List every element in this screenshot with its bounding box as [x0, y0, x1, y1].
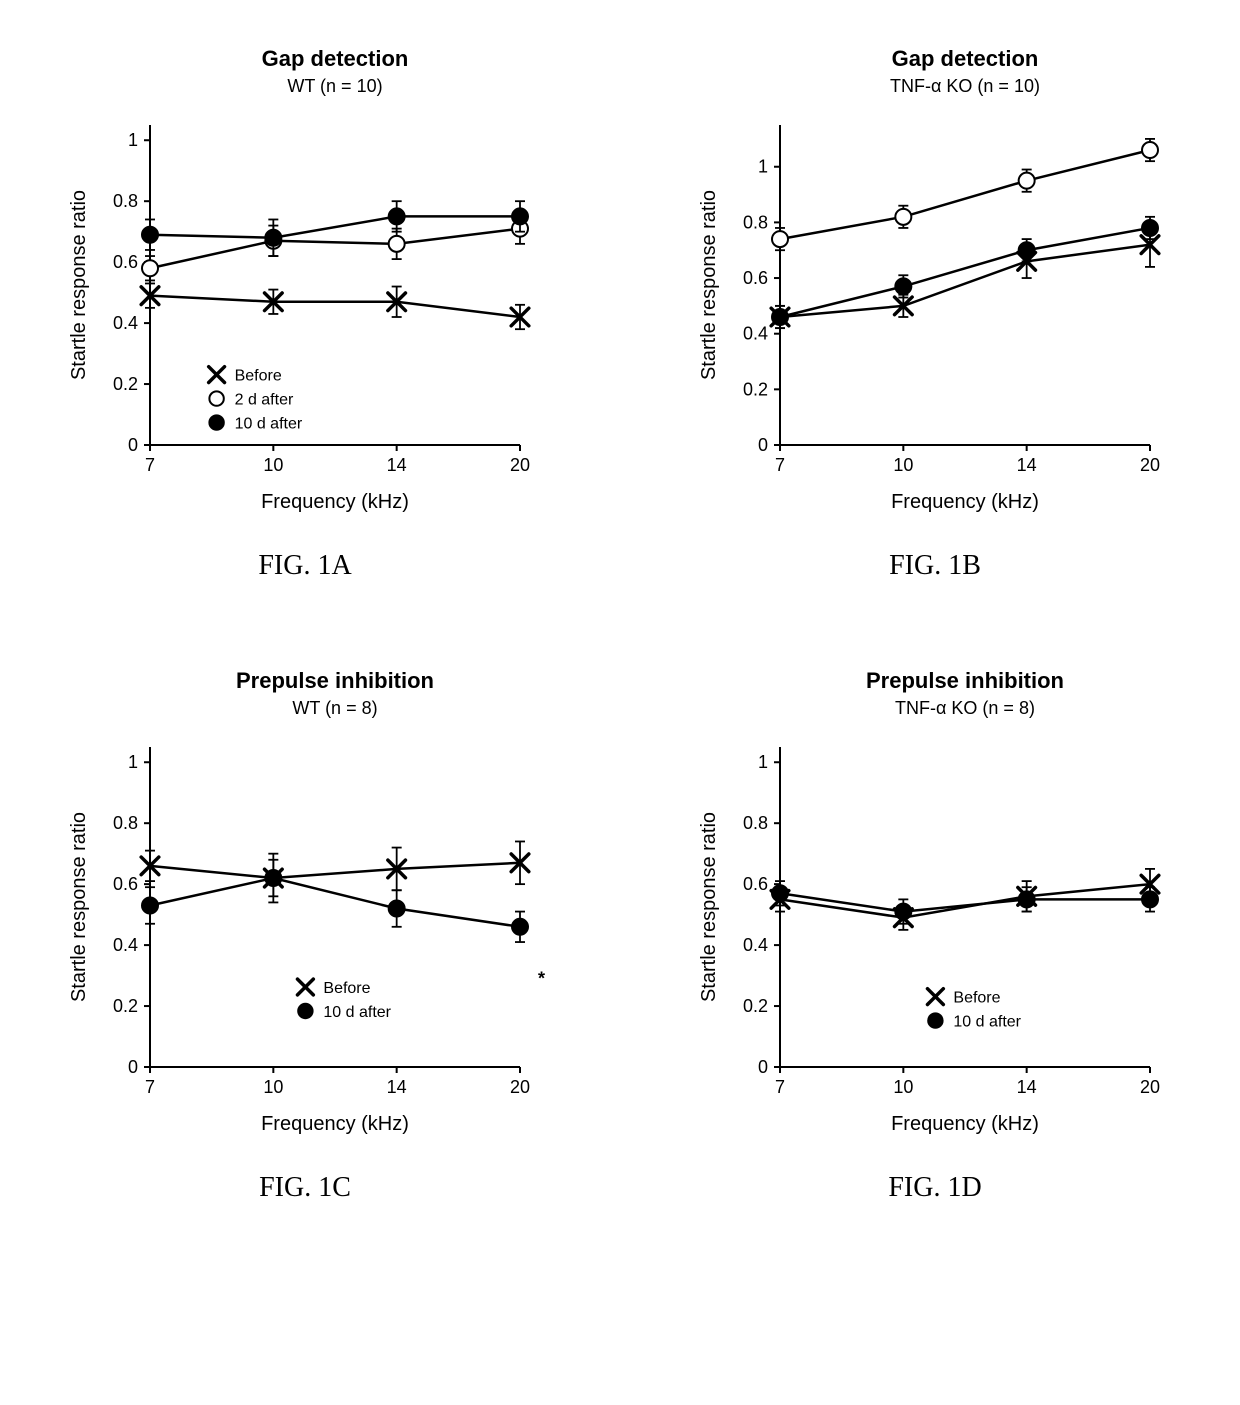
- svg-text:0.2: 0.2: [743, 379, 768, 399]
- svg-text:10 d after: 10 d after: [235, 416, 303, 433]
- svg-text:1: 1: [128, 130, 138, 150]
- svg-text:Startle response ratio: Startle response ratio: [68, 812, 90, 1002]
- svg-text:Startle response ratio: Startle response ratio: [698, 812, 720, 1002]
- chart-1C: 0 0.2 0.4 0.6 0.8 1 7 10 14 20 Startle response ra…: [65, 662, 545, 1142]
- panel-1D: 0 0.2 0.4 0.6 0.8 1 7 10 14 20 Startle response ra…: [650, 662, 1220, 1204]
- chart-1D: 0 0.2 0.4 0.6 0.8 1 7 10 14 20 Startle response ra…: [695, 662, 1175, 1142]
- svg-text:10: 10: [263, 455, 283, 475]
- svg-text:0.8: 0.8: [113, 813, 138, 833]
- svg-text:0.6: 0.6: [743, 874, 768, 894]
- svg-text:Gap detection: Gap detection: [262, 46, 409, 71]
- svg-text:TNF-α KO (n = 8): TNF-α KO (n = 8): [895, 698, 1035, 718]
- figure-grid: 00.20.40.60.817101420Startle response ra…: [20, 40, 1220, 1204]
- svg-text:0.4: 0.4: [113, 313, 138, 333]
- svg-text:0.2: 0.2: [743, 996, 768, 1016]
- svg-text:0.2: 0.2: [113, 996, 138, 1016]
- svg-text:Startle response ratio: Startle response ratio: [68, 190, 90, 380]
- svg-text:0.6: 0.6: [113, 874, 138, 894]
- svg-text:20: 20: [1140, 455, 1160, 475]
- chart-1B: 0 0.2 0.4 0.6 0.8 1 7 10 14 20 Startle response ra…: [695, 40, 1175, 520]
- svg-text:0: 0: [758, 435, 768, 455]
- svg-text:0.8: 0.8: [743, 813, 768, 833]
- svg-text:7: 7: [775, 1077, 785, 1097]
- svg-text:Frequency (kHz): Frequency (kHz): [261, 1113, 409, 1135]
- svg-text:20: 20: [510, 1077, 530, 1097]
- svg-text:0: 0: [128, 1057, 138, 1077]
- svg-text:1: 1: [758, 752, 768, 772]
- svg-text:0.2: 0.2: [113, 374, 138, 394]
- svg-text:0: 0: [758, 1057, 768, 1077]
- svg-text:0.6: 0.6: [113, 252, 138, 272]
- svg-text:20: 20: [510, 455, 530, 475]
- svg-text:14: 14: [1017, 455, 1037, 475]
- svg-text:7: 7: [145, 1077, 155, 1097]
- svg-text:2 d after: 2 d after: [235, 392, 294, 409]
- svg-text:10: 10: [893, 455, 913, 475]
- svg-text:Before: Before: [953, 990, 1000, 1007]
- svg-text:20: 20: [1140, 1077, 1160, 1097]
- svg-text:0.4: 0.4: [743, 935, 768, 955]
- svg-text:Frequency (kHz): Frequency (kHz): [891, 1113, 1039, 1135]
- svg-text:0.4: 0.4: [113, 935, 138, 955]
- caption-1C: FIG. 1C: [259, 1172, 351, 1204]
- svg-text:10 d after: 10 d after: [323, 1004, 391, 1021]
- panel-1C: 0 0.2 0.4 0.6 0.8 1 7 10 14 20 Startle response ra…: [20, 662, 590, 1204]
- svg-text:WT (n = 8): WT (n = 8): [292, 698, 377, 718]
- svg-text:Frequency (kHz): Frequency (kHz): [891, 491, 1039, 513]
- svg-text:7: 7: [775, 455, 785, 475]
- svg-text:TNF-α KO (n = 10): TNF-α KO (n = 10): [890, 76, 1040, 96]
- svg-text:0.4: 0.4: [743, 324, 768, 344]
- svg-text:0: 0: [128, 435, 138, 455]
- svg-text:10: 10: [263, 1077, 283, 1097]
- svg-text:0.8: 0.8: [743, 212, 768, 232]
- caption-1D: FIG. 1D: [888, 1172, 981, 1204]
- svg-text:WT (n = 10): WT (n = 10): [287, 76, 382, 96]
- svg-text:0.8: 0.8: [113, 191, 138, 211]
- svg-text:Frequency (kHz): Frequency (kHz): [261, 491, 409, 513]
- caption-1A: FIG. 1A: [258, 550, 351, 582]
- svg-text:10: 10: [893, 1077, 913, 1097]
- svg-text:10 d after: 10 d after: [953, 1014, 1021, 1031]
- svg-text:Prepulse inhibition: Prepulse inhibition: [866, 668, 1064, 693]
- svg-text:1: 1: [758, 157, 768, 177]
- svg-text:Before: Before: [235, 368, 282, 385]
- svg-text:14: 14: [1017, 1077, 1037, 1097]
- svg-text:Before: Before: [323, 980, 370, 997]
- panel-1B: 0 0.2 0.4 0.6 0.8 1 7 10 14 20 Startle response ra…: [650, 40, 1220, 582]
- chart-1A: 0 0.2 0.4 0.6 0.8 1 7 10 14 20 Startle response ra…: [65, 40, 545, 520]
- svg-text:14: 14: [387, 1077, 407, 1097]
- svg-text:1: 1: [128, 752, 138, 772]
- caption-1B: FIG. 1B: [889, 550, 981, 582]
- svg-text:0.6: 0.6: [743, 268, 768, 288]
- svg-text:7: 7: [145, 455, 155, 475]
- svg-text:Prepulse inhibition: Prepulse inhibition: [236, 668, 434, 693]
- svg-text:Startle response ratio: Startle response ratio: [698, 190, 720, 380]
- panel-1A: 0 0.2 0.4 0.6 0.8 1 7 10 14 20 Startle response ra…: [20, 40, 590, 582]
- svg-text:Gap detection: Gap detection: [892, 46, 1039, 71]
- svg-text:*: *: [538, 969, 545, 989]
- svg-text:14: 14: [387, 455, 407, 475]
